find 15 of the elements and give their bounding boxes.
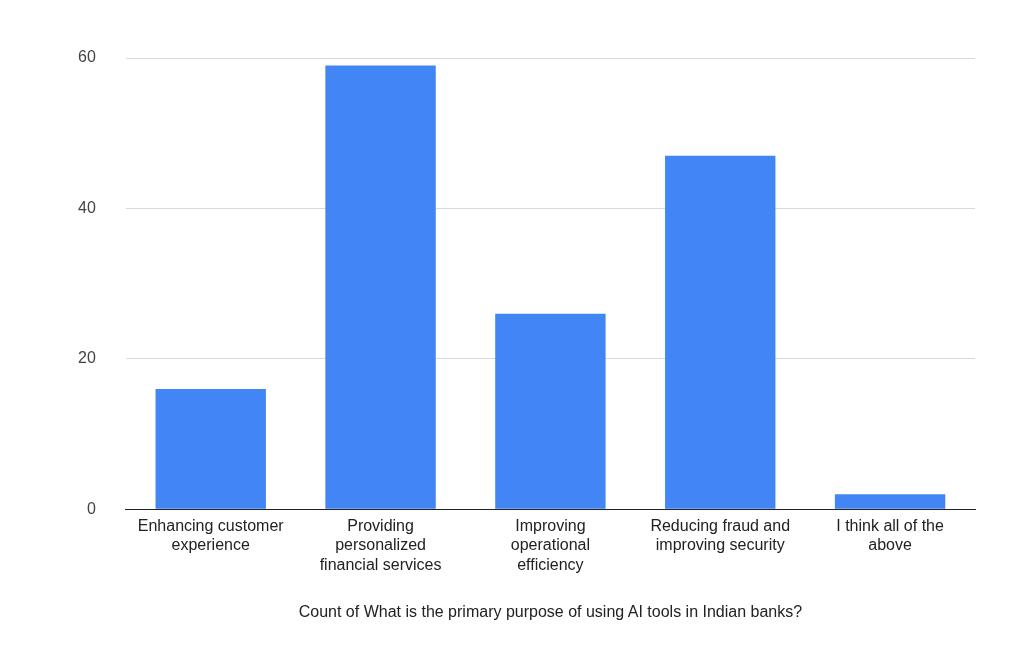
y-tick-label: 60 xyxy=(78,48,96,66)
y-tick-label: 20 xyxy=(78,349,96,367)
bar xyxy=(155,388,266,509)
x-tick-label: Reducing fraud and improving security xyxy=(650,517,791,554)
bar xyxy=(834,494,946,509)
bar xyxy=(325,65,436,509)
bar xyxy=(665,155,776,509)
y-tick-label: 0 xyxy=(86,499,96,517)
x-tick-label: I think all of the above xyxy=(836,517,944,554)
bar xyxy=(495,313,606,509)
x-tick-label: Improving operational efficiency xyxy=(510,517,590,573)
x-axis-title: Count of What is the primary purpose of using AI tools in Indian banks? xyxy=(298,602,803,620)
x-tick-label: Enhancing customer experience xyxy=(137,517,285,554)
x-tick-label: Providing personalized financial services xyxy=(319,517,442,573)
y-tick-label: 40 xyxy=(78,198,96,216)
